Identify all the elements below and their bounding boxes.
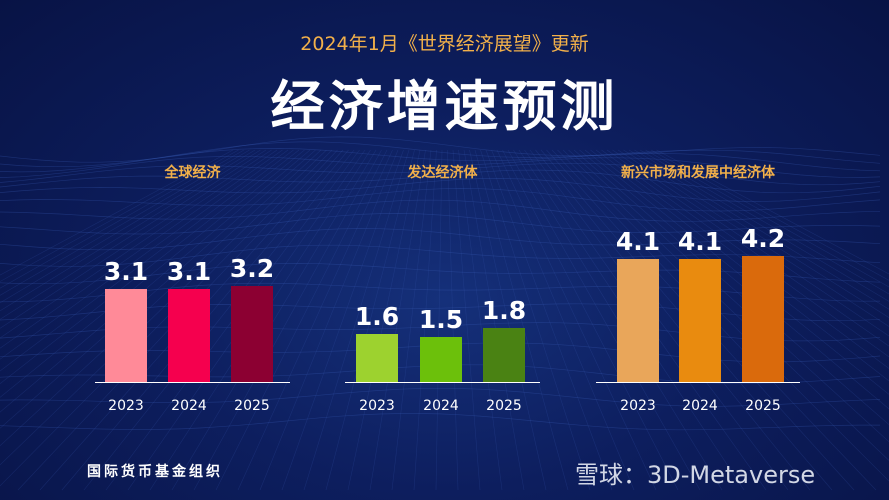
bar [168,289,210,382]
bar [679,259,721,382]
chart-title: 全球经济 [164,164,222,181]
x-tick-label: 2023 [108,398,144,414]
data-label: 4.1 [616,227,660,256]
page-title: 经济增速预测 [270,75,619,138]
data-label: 3.2 [230,254,274,283]
bar [356,334,398,382]
bar [231,286,273,382]
data-label: 4.1 [678,227,722,256]
x-tick-label: 2024 [423,398,459,414]
x-tick-label: 2024 [171,398,207,414]
bar [105,289,147,382]
x-tick-label: 2023 [620,398,656,414]
bar [483,328,525,382]
subtitle: 2024年1月《世界经济展望》更新 [300,33,589,55]
chart-title: 新兴市场和发展中经济体 [621,164,776,181]
x-tick-label: 2024 [682,398,718,414]
bar [617,259,659,382]
source-label: 国际货币基金组织 [87,464,223,480]
x-tick-label: 2025 [745,398,781,414]
x-tick-label: 2023 [359,398,395,414]
watermark: 雪球：3D-Metaverse [575,455,815,490]
x-tick-label: 2025 [234,398,270,414]
data-label: 3.1 [104,257,148,286]
bar [742,256,784,382]
data-label: 1.5 [419,305,463,334]
data-label: 1.8 [482,296,526,325]
data-label: 3.1 [167,257,211,286]
chart-title: 发达经济体 [407,164,479,181]
bar [420,337,462,382]
data-label: 4.2 [741,224,785,253]
watermark-text: 雪球：3D-Metaverse [575,461,816,489]
x-tick-label: 2025 [486,398,522,414]
data-label: 1.6 [355,302,399,331]
